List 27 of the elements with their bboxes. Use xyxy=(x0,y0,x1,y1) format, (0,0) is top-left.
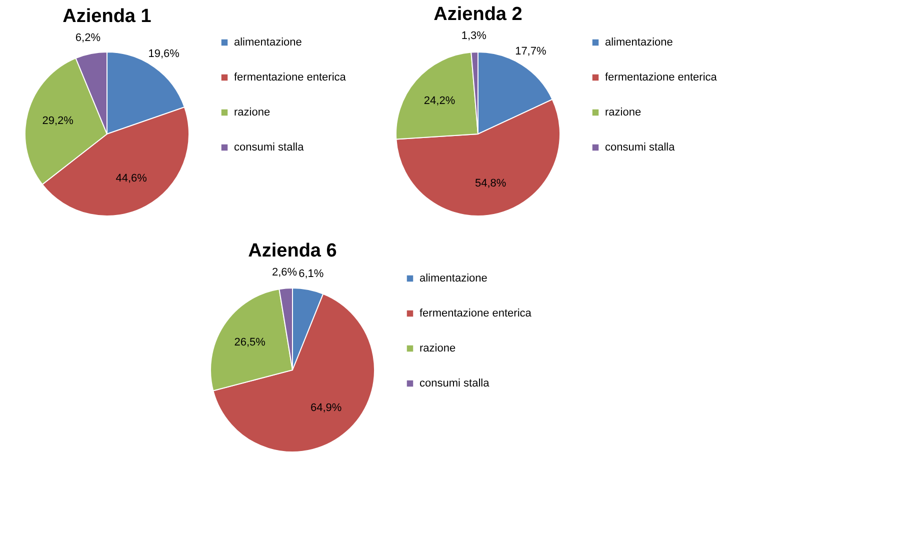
chart-title: Azienda 2 xyxy=(434,4,522,26)
legend-label: consumi stalla xyxy=(420,378,490,390)
data-label: 26,5% xyxy=(234,336,266,348)
data-label: 1,3% xyxy=(461,30,487,42)
legend-label: razione xyxy=(234,106,270,118)
data-label: 64,9% xyxy=(310,402,342,414)
data-label: 24,2% xyxy=(424,94,456,107)
chart-title: Azienda 1 xyxy=(62,6,152,27)
data-label: 29,2% xyxy=(42,114,74,127)
data-label: 44,6% xyxy=(116,172,148,185)
legend-label: razione xyxy=(420,342,456,354)
data-label: 54,8% xyxy=(474,177,506,190)
legend-label: consumi stalla xyxy=(605,142,676,154)
legend-label: consumi stalla xyxy=(234,142,305,154)
legend-label: alimentazione xyxy=(605,36,673,48)
data-label: 17,7% xyxy=(515,45,546,58)
legend-label: razione xyxy=(605,106,642,118)
data-label: 2,6% xyxy=(272,266,298,278)
data-label: 6,1% xyxy=(298,268,324,280)
legend-label: fermentazione enterica xyxy=(420,308,532,320)
data-label: 19,6% xyxy=(148,48,180,60)
legend-label: fermentazione enterica xyxy=(234,72,347,84)
legend-label: alimentazione xyxy=(420,272,488,284)
legend-label: fermentazione enterica xyxy=(605,72,718,84)
chart-title: Azienda 6 xyxy=(248,240,337,262)
data-label: 6,2% xyxy=(75,32,101,44)
legend-label: alimentazione xyxy=(234,36,302,48)
